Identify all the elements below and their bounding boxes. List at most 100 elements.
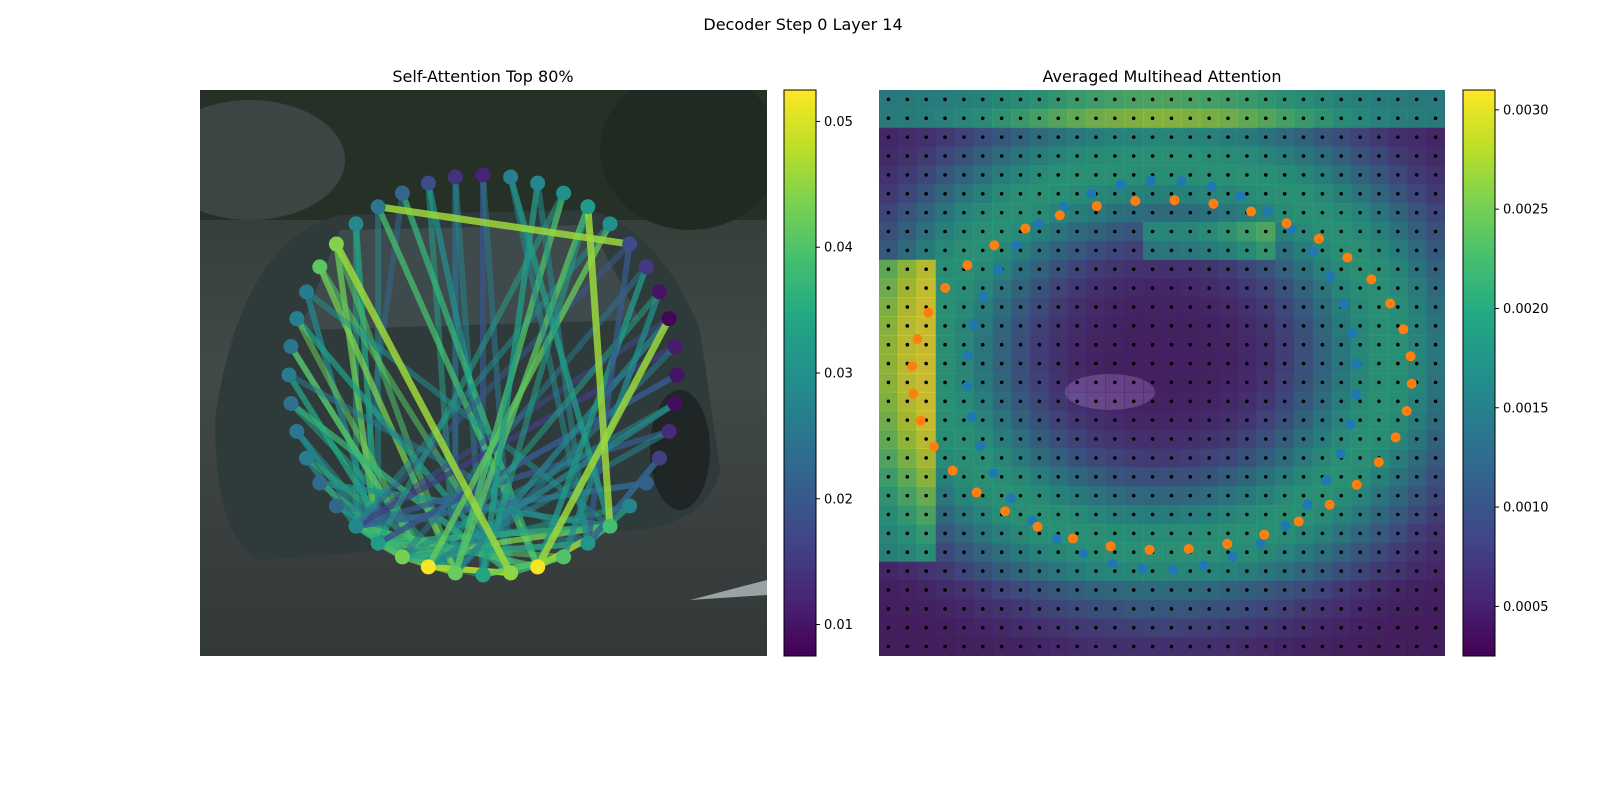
grid-dot — [943, 588, 947, 592]
grid-dot — [1075, 116, 1079, 121]
grid-dot — [980, 493, 985, 498]
grid-dot — [1282, 625, 1287, 630]
grid-dot — [1358, 305, 1362, 309]
grid-dot — [1414, 191, 1419, 196]
grid-dot — [1245, 97, 1249, 102]
grid-dot — [924, 437, 928, 441]
series-point — [1032, 521, 1043, 532]
grid-dot — [943, 625, 947, 630]
series-point — [923, 307, 934, 318]
grid-dot — [886, 399, 891, 404]
grid-dot — [1339, 644, 1344, 649]
grid-dot — [1433, 229, 1438, 234]
grid-dot — [1263, 116, 1268, 121]
grid-dot — [1245, 625, 1249, 630]
grid-dot — [1301, 399, 1306, 404]
grid-dot — [905, 437, 910, 441]
grid-dot — [1075, 474, 1079, 479]
grid-dot — [943, 248, 947, 253]
grid-dot — [1377, 380, 1381, 385]
series-point — [1183, 543, 1194, 554]
grid-dot — [999, 229, 1004, 234]
attention-heatmap — [879, 90, 1445, 656]
grid-dot — [1282, 342, 1287, 347]
grid-dot — [1358, 380, 1362, 385]
left-colorbar-gradient — [783, 89, 817, 657]
grid-dot — [1339, 324, 1344, 328]
grid-dot — [1207, 210, 1211, 215]
grid-dot — [1150, 342, 1155, 347]
grid-dot — [886, 607, 891, 611]
grid-dot — [1414, 210, 1419, 215]
grid-dot — [1150, 569, 1155, 573]
grid-dot — [1358, 607, 1362, 611]
grid-dot — [1075, 229, 1079, 234]
grid-dot — [1018, 97, 1023, 102]
grid-dot — [1433, 607, 1438, 611]
grid-dot — [1113, 437, 1117, 441]
grid-dot — [962, 229, 966, 234]
grid-dot — [1226, 342, 1230, 347]
grid-dot — [1282, 286, 1287, 290]
series-point — [1385, 298, 1396, 309]
grid-dot — [1075, 418, 1079, 422]
grid-dot — [1301, 324, 1306, 328]
series-point — [978, 291, 989, 302]
grid-dot — [905, 116, 910, 121]
series-point — [992, 264, 1003, 275]
grid-dot — [1301, 625, 1306, 630]
grid-dot — [1113, 210, 1117, 215]
grid-dot — [980, 361, 985, 366]
grid-dot — [962, 305, 966, 309]
grid-dot — [1150, 588, 1155, 592]
grid-dot — [962, 399, 966, 404]
grid-dot — [1396, 342, 1400, 347]
grid-dot — [1433, 97, 1438, 102]
grid-dot — [1037, 456, 1042, 460]
grid-dot — [1377, 305, 1381, 309]
grid-dot — [1075, 512, 1079, 517]
grid-dot — [1226, 456, 1230, 460]
grid-dot — [1056, 625, 1061, 630]
grid-dot — [924, 210, 928, 215]
grid-dot — [1226, 474, 1230, 479]
grid-dot — [1263, 324, 1268, 328]
grid-dot — [1018, 191, 1023, 196]
grid-dot — [1377, 267, 1381, 272]
grid-dot — [1301, 361, 1306, 366]
grid-dot — [1188, 399, 1193, 404]
grid-dot — [1207, 380, 1211, 385]
grid-dot — [1263, 135, 1268, 139]
grid-dot — [1207, 399, 1211, 404]
grid-dot — [1131, 380, 1136, 385]
grid-dot — [1094, 456, 1098, 460]
grid-dot — [1358, 116, 1362, 121]
attention-node — [312, 259, 328, 275]
grid-dot — [1150, 267, 1155, 272]
grid-dot — [1433, 512, 1438, 517]
grid-dot — [1433, 644, 1438, 649]
grid-dot — [1282, 531, 1287, 536]
grid-dot — [1131, 474, 1136, 479]
attention-edge — [293, 315, 514, 576]
grid-dot — [1320, 644, 1325, 649]
grid-dot — [1245, 380, 1249, 385]
grid-dot — [1301, 154, 1306, 158]
grid-dot — [999, 324, 1004, 328]
grid-dot — [1018, 248, 1023, 253]
grid-dot — [1018, 135, 1023, 139]
grid-dot — [1056, 324, 1061, 328]
grid-dot — [1320, 116, 1325, 121]
grid-dot — [905, 286, 910, 290]
series-point — [1281, 218, 1292, 229]
series-point — [1145, 175, 1156, 186]
attention-node — [669, 367, 685, 383]
grid-dot — [1169, 342, 1174, 347]
series-point — [1051, 534, 1062, 545]
grid-dot — [1358, 550, 1362, 555]
grid-dot — [1150, 154, 1155, 158]
grid-dot — [886, 418, 891, 422]
grid-dot — [943, 474, 947, 479]
grid-dot — [1377, 248, 1381, 253]
grid-dot — [1433, 342, 1438, 347]
